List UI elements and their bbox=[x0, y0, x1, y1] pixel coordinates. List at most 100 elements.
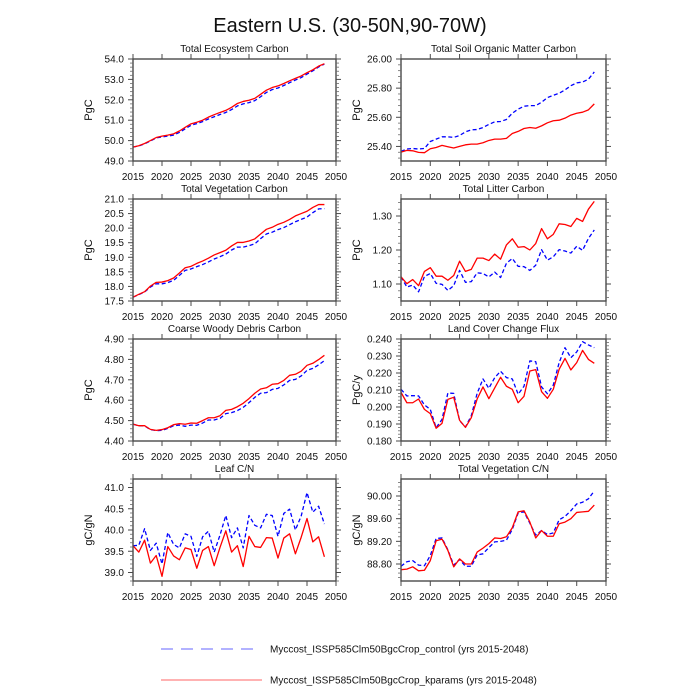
y-tick-label: 1.20 bbox=[373, 246, 393, 257]
series-line-kparams bbox=[400, 349, 595, 429]
x-tick-label: 2015 bbox=[122, 312, 145, 323]
panel-title: Total Soil Organic Matter Carbon bbox=[431, 44, 576, 55]
y-tick-label: 51.0 bbox=[105, 116, 125, 127]
x-tick-label: 2040 bbox=[267, 312, 290, 323]
series-line-kparams bbox=[132, 203, 325, 298]
x-tick-label: 2040 bbox=[267, 172, 290, 183]
y-tick-label: 90.00 bbox=[367, 492, 392, 503]
x-tick-label: 2025 bbox=[180, 452, 203, 463]
x-tick-label: 2045 bbox=[566, 312, 589, 323]
x-tick-label: 2030 bbox=[209, 592, 232, 603]
legend: Myccost_ISSP585Clm50BgcCrop_control (yrs… bbox=[161, 645, 537, 687]
legend-label-control: Myccost_ISSP585Clm50BgcCrop_control (yrs… bbox=[270, 645, 528, 656]
x-tick-label: 2015 bbox=[122, 592, 145, 603]
plot-frame bbox=[132, 198, 337, 302]
x-tick-label: 2030 bbox=[209, 312, 232, 323]
x-tick-label: 2045 bbox=[296, 312, 319, 323]
x-tick-label: 2020 bbox=[151, 592, 174, 603]
series-line-kparams bbox=[132, 354, 325, 432]
y-tick-label: 54.0 bbox=[105, 55, 125, 66]
y-tick-label: 21.0 bbox=[105, 195, 125, 206]
panel-title: Land Cover Change Flux bbox=[448, 324, 559, 335]
x-tick-label: 2050 bbox=[595, 592, 618, 603]
y-tick-label: 20.5 bbox=[105, 209, 125, 220]
plot-frame bbox=[400, 478, 607, 582]
y-axis-label: PgC/y bbox=[351, 375, 363, 405]
x-tick-label: 2025 bbox=[448, 452, 471, 463]
x-tick-label: 2040 bbox=[267, 592, 290, 603]
panel-title: Coarse Woody Debris Carbon bbox=[168, 324, 301, 335]
x-tick-label: 2045 bbox=[296, 172, 319, 183]
series-line-control bbox=[400, 341, 595, 429]
y-axis-label: PgC bbox=[351, 99, 363, 120]
x-tick-label: 2030 bbox=[478, 172, 501, 183]
y-tick-label: 4.80 bbox=[105, 355, 125, 366]
y-tick-label: 88.80 bbox=[367, 560, 392, 571]
x-tick-label: 2020 bbox=[151, 172, 174, 183]
x-tick-label: 2030 bbox=[209, 172, 232, 183]
x-tick-label: 2030 bbox=[209, 452, 232, 463]
x-tick-label: 2015 bbox=[390, 592, 413, 603]
x-tick-label: 2035 bbox=[238, 172, 261, 183]
series-line-control bbox=[400, 71, 595, 152]
x-tick-label: 2050 bbox=[325, 172, 348, 183]
x-tick-label: 2050 bbox=[325, 312, 348, 323]
x-tick-label: 2050 bbox=[595, 172, 618, 183]
x-tick-label: 2035 bbox=[238, 312, 261, 323]
plot-area bbox=[400, 200, 595, 293]
x-tick-label: 2045 bbox=[566, 592, 589, 603]
x-tick-label: 2035 bbox=[238, 452, 261, 463]
panel-total-soil-organic-matter-carbon: Total Soil Organic Matter Carbon 2015 2020… bbox=[351, 44, 618, 183]
series-line-control bbox=[132, 360, 325, 432]
y-tick-label: 89.20 bbox=[367, 537, 392, 548]
x-tick-label: 2015 bbox=[390, 172, 413, 183]
x-tick-label: 2045 bbox=[296, 592, 319, 603]
y-axis-label: gC/gN bbox=[83, 514, 95, 545]
x-tick-label: 2025 bbox=[180, 592, 203, 603]
y-tick-label: 19.5 bbox=[105, 238, 125, 249]
x-tick-label: 2050 bbox=[325, 592, 348, 603]
x-tick-label: 2015 bbox=[390, 312, 413, 323]
plot-area bbox=[400, 490, 595, 572]
series-line-control bbox=[132, 207, 325, 298]
y-tick-label: 41.0 bbox=[105, 483, 125, 494]
series-line-control bbox=[400, 229, 595, 293]
y-tick-label: 49.0 bbox=[105, 157, 125, 168]
y-tick-label: 89.60 bbox=[367, 514, 392, 525]
y-tick-label: 40.5 bbox=[105, 504, 125, 515]
y-tick-label: 4.40 bbox=[105, 437, 125, 448]
x-tick-label: 2050 bbox=[595, 312, 618, 323]
series-line-kparams bbox=[400, 504, 595, 572]
x-tick-label: 2050 bbox=[595, 452, 618, 463]
y-axis-label: PgC bbox=[83, 239, 95, 260]
y-tick-label: 25.60 bbox=[367, 113, 392, 124]
x-tick-label: 2040 bbox=[536, 452, 559, 463]
plot-frame bbox=[400, 58, 607, 162]
x-tick-label: 2040 bbox=[536, 312, 559, 323]
plot-area bbox=[132, 203, 325, 298]
x-tick-label: 2035 bbox=[507, 312, 530, 323]
panel-total-vegetation-c-n: Total Vegetation C/N 2015 2020 2025 2030 2035… bbox=[351, 464, 618, 603]
x-tick-label: 2035 bbox=[507, 452, 530, 463]
y-tick-label: 0.200 bbox=[367, 403, 392, 414]
x-tick-label: 2040 bbox=[536, 592, 559, 603]
x-tick-label: 2015 bbox=[122, 172, 145, 183]
x-tick-label: 2045 bbox=[566, 452, 589, 463]
x-tick-label: 2020 bbox=[419, 592, 442, 603]
x-tick-label: 2020 bbox=[419, 172, 442, 183]
y-axis-label: PgC bbox=[83, 99, 95, 120]
y-tick-label: 1.10 bbox=[373, 280, 393, 291]
series-line-kparams bbox=[132, 517, 326, 577]
x-tick-label: 2025 bbox=[448, 312, 471, 323]
plot-area bbox=[400, 341, 595, 429]
x-tick-label: 2045 bbox=[566, 172, 589, 183]
y-tick-label: 50.0 bbox=[105, 136, 125, 147]
y-tick-label: 39.5 bbox=[105, 547, 125, 558]
x-tick-label: 2025 bbox=[180, 172, 203, 183]
y-axis-label: PgC bbox=[351, 239, 363, 260]
x-tick-label: 2030 bbox=[478, 592, 501, 603]
x-tick-label: 2035 bbox=[507, 172, 530, 183]
figure-title: Eastern U.S. (30-50N,90-70W) bbox=[213, 15, 486, 37]
plot-frame bbox=[132, 58, 337, 162]
